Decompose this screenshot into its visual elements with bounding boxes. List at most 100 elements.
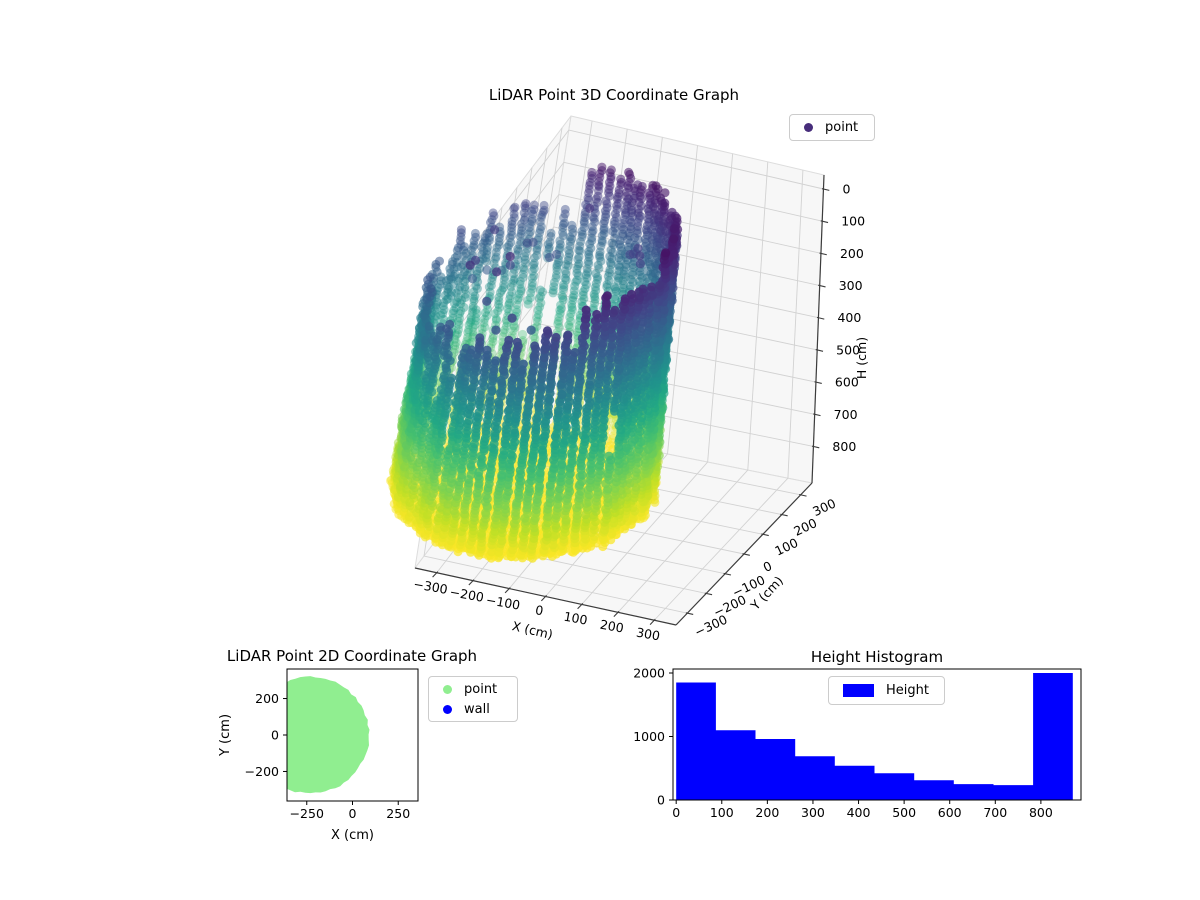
y-tick-label: 0	[271, 728, 279, 743]
plot3d-axis-lines: −300 −200 −100 0 100 200 300 −300−200−100010020…	[412, 174, 869, 644]
y-tick-label: 1000	[633, 729, 665, 744]
x-tick-label: −300	[412, 576, 448, 597]
x-tick-label: 400	[847, 805, 871, 820]
tick-mark	[815, 349, 824, 352]
tick-mark	[821, 188, 830, 191]
grid-line	[450, 194, 560, 338]
grid-line	[548, 258, 819, 319]
x-tick-label: 0	[349, 806, 357, 821]
y-tick-label: 0	[761, 558, 775, 575]
x-tick-label: 250	[386, 806, 410, 821]
h-tick-label: 0	[842, 182, 850, 197]
tick-mark	[814, 381, 822, 385]
tick-mark	[819, 252, 827, 256]
x-tick-label: 200	[599, 617, 625, 636]
grid-line	[460, 129, 570, 274]
h-axis-label: H (cm)	[854, 337, 869, 379]
x-tick-label: 0	[534, 602, 544, 618]
point-marker-icon	[804, 123, 813, 132]
y-tick-label: 100	[772, 535, 800, 559]
plot2d-legend-label-wall: wall	[464, 701, 490, 717]
y-tick-label: 0	[657, 793, 665, 808]
tick-mark	[540, 595, 547, 602]
tick-mark	[613, 610, 620, 618]
grid-line	[667, 145, 698, 455]
y-tick-label: −200	[245, 764, 279, 779]
plot3d-point-cloud	[386, 162, 683, 563]
x-axis-label: X (cm)	[331, 828, 374, 843]
x-axis-label: X (cm)	[511, 618, 555, 642]
h-tick-label: 700	[834, 407, 858, 422]
grid-line	[747, 161, 769, 471]
h-tick-label: 800	[832, 439, 856, 454]
y-tick-label: 300	[810, 495, 838, 519]
x-tick-label: −250	[290, 806, 324, 821]
tick-mark	[816, 316, 825, 320]
y-tick-label: 200	[791, 515, 819, 539]
tick-mark	[820, 220, 829, 224]
x-tick-label: 800	[1029, 805, 1053, 820]
axis-spine	[811, 174, 825, 484]
histogram-axes: 0 100 200 300 400 500 600 700 800 0 1000 2000	[633, 666, 1082, 820]
point-region	[287, 676, 370, 794]
tick-mark	[723, 572, 732, 576]
tick-mark	[704, 592, 713, 596]
h-tick-label: 300	[839, 278, 863, 293]
histogram-legend-label: Height	[886, 683, 929, 698]
tick-mark	[432, 571, 439, 578]
height-series-swatch-icon	[843, 684, 874, 697]
plot3d-legend: point	[789, 114, 875, 141]
x-tick-label: 100	[563, 609, 589, 628]
tick-mark	[761, 533, 769, 537]
h-tick-label: 100	[841, 214, 865, 229]
tick-mark	[577, 602, 584, 610]
x-tick-label: 300	[801, 805, 825, 820]
x-tick-label: 700	[983, 805, 1007, 820]
tick-mark	[742, 553, 750, 556]
plot2d-axes: −250 0 250 −200 0 200 X (cm) Y (cm)	[218, 668, 419, 843]
point-marker-icon	[443, 684, 452, 694]
grid-line	[553, 226, 820, 286]
plot2d-legend: point wall	[428, 676, 518, 722]
x-tick-label: −100	[485, 592, 521, 613]
grid-line	[707, 153, 734, 463]
histogram-legend: Height	[828, 676, 945, 705]
x-tick-label: 200	[755, 805, 779, 820]
grid-line	[787, 170, 804, 479]
tick-mark	[649, 618, 656, 625]
x-tick-label: 600	[938, 805, 962, 820]
y-tick-label: 200	[255, 691, 279, 706]
tick-mark	[685, 612, 694, 615]
h-tick-label: 600	[835, 375, 859, 390]
y-axis-label: Y (cm)	[218, 714, 233, 757]
histogram-frame	[672, 668, 1082, 801]
h-tick-label: 500	[836, 342, 860, 357]
grid-line	[543, 291, 818, 351]
grid-line	[423, 555, 688, 614]
y-tick-label: 2000	[633, 666, 665, 681]
histogram-bars	[676, 673, 1073, 800]
histogram-title: Height Histogram	[810, 648, 944, 666]
x-tick-label: 300	[635, 625, 661, 644]
h-tick-label: 200	[840, 246, 864, 261]
tick-mark	[468, 579, 475, 586]
tick-mark	[818, 284, 826, 288]
x-tick-label: 100	[710, 805, 734, 820]
tick-mark	[813, 413, 821, 417]
tick-mark	[504, 587, 511, 594]
plot2d-legend-label-point: point	[464, 681, 498, 697]
tick-mark	[811, 445, 820, 449]
wall-marker-icon	[443, 704, 452, 714]
x-tick-label: −200	[449, 584, 485, 605]
tick-mark	[799, 493, 807, 497]
grid-line	[558, 194, 822, 254]
plot3d-legend-label: point	[825, 120, 859, 135]
plot2d-title: LiDAR Point 2D Coordinate Graph	[226, 647, 478, 665]
tick-mark	[780, 513, 788, 517]
plot3d-title: LiDAR Point 3D Coordinate Graph	[488, 86, 740, 104]
x-tick-label: 0	[672, 805, 680, 820]
x-tick-label: 500	[892, 805, 916, 820]
h-tick-label: 400	[837, 310, 861, 325]
grid-line	[568, 129, 824, 190]
